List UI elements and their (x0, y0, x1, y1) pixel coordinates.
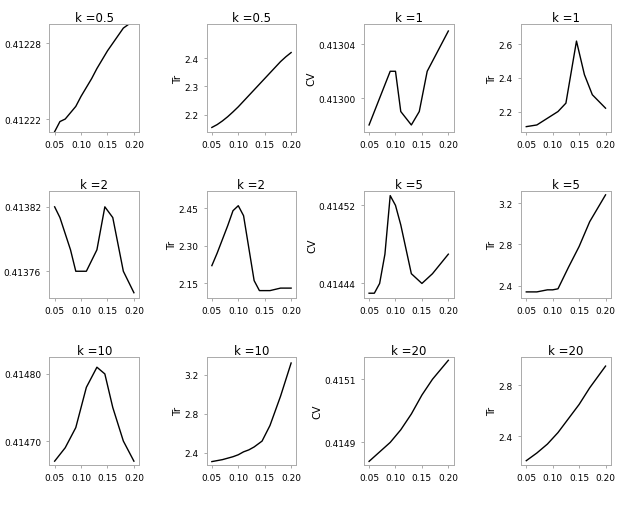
Y-axis label: Tr: Tr (173, 74, 183, 83)
Y-axis label: CV: CV (0, 72, 2, 86)
Title: k =5: k =5 (395, 178, 423, 191)
Y-axis label: CV: CV (0, 404, 2, 418)
Title: k =1: k =1 (552, 12, 580, 25)
Title: k =20: k =20 (391, 344, 426, 358)
Title: k =5: k =5 (552, 178, 580, 191)
Title: k =10: k =10 (77, 344, 112, 358)
Title: k =0.5: k =0.5 (232, 12, 271, 25)
Title: k =0.5: k =0.5 (75, 12, 114, 25)
Y-axis label: Tr: Tr (167, 240, 177, 249)
Title: k =20: k =20 (549, 344, 584, 358)
Y-axis label: CV: CV (313, 404, 323, 418)
Y-axis label: Tr: Tr (487, 407, 497, 416)
Y-axis label: CV: CV (307, 72, 317, 86)
Y-axis label: Tr: Tr (487, 74, 497, 83)
Y-axis label: Tr: Tr (173, 407, 183, 416)
Title: k =10: k =10 (234, 344, 269, 358)
Title: k =1: k =1 (395, 12, 423, 25)
Y-axis label: Tr: Tr (487, 240, 497, 249)
Title: k =2: k =2 (80, 178, 108, 191)
Title: k =2: k =2 (238, 178, 265, 191)
Y-axis label: CV: CV (307, 238, 317, 252)
Y-axis label: CV: CV (0, 238, 2, 252)
